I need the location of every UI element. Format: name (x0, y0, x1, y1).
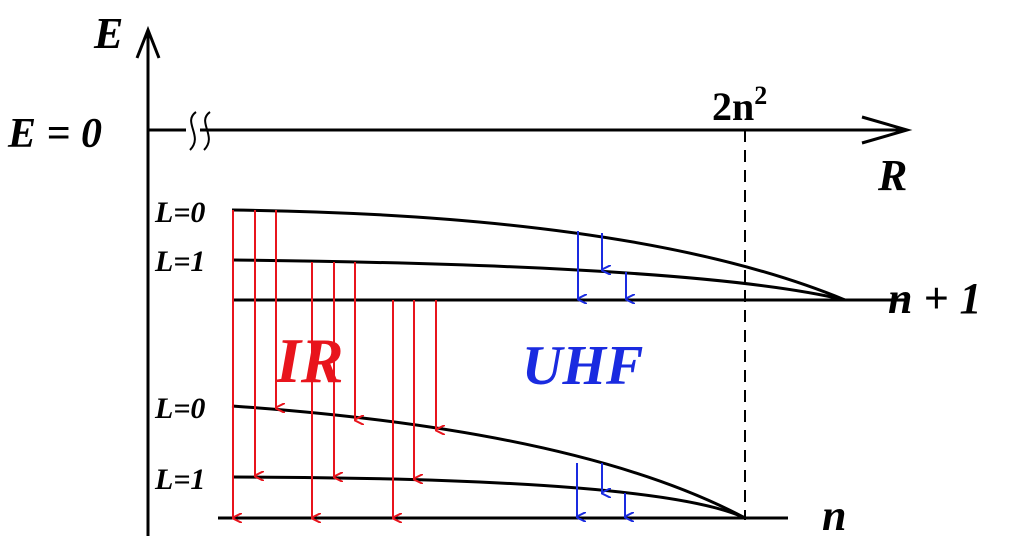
lower-l0-curve (231, 404, 746, 520)
radius-axis-arrowhead (861, 115, 913, 145)
limit-label: 2n2 (712, 81, 767, 129)
radius-axis-label: R (877, 151, 907, 200)
uhf-region-label: UHF (522, 335, 643, 397)
lower-l1-label: L=1 (154, 463, 205, 496)
upper-manifold-label: n + 1 (888, 274, 982, 323)
limit-label-base: 2n (712, 84, 754, 129)
upper-l1-curve (231, 258, 846, 302)
limit-label-exponent: 2 (754, 81, 767, 110)
ir-region-label: IR (275, 325, 344, 396)
lower-l0-label: L=0 (154, 392, 205, 425)
lower-manifold-label: n (822, 491, 846, 536)
ir-transitions (232, 210, 436, 518)
lower-l1-curve (231, 475, 746, 520)
zero-energy-label: E = 0 (7, 111, 102, 157)
upper-l0-curve (231, 208, 846, 302)
upper-l0-label: L=0 (154, 196, 205, 229)
energy-axis-arrowhead (135, 25, 161, 59)
upper-l1-label: L=1 (154, 245, 205, 278)
uhf-transitions (576, 231, 626, 517)
energy-axis-label: E (93, 9, 123, 58)
